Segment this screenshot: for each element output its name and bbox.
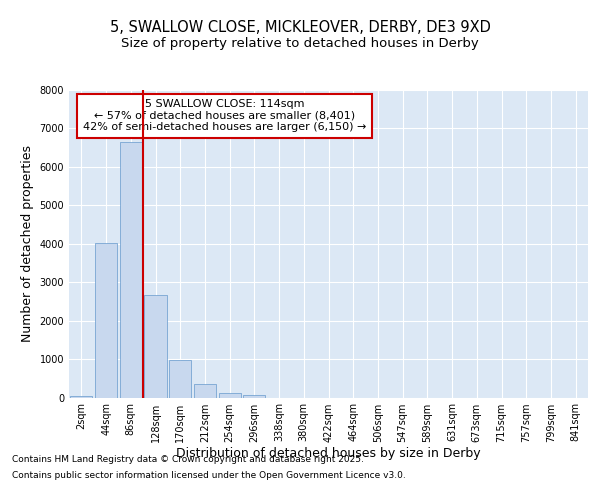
Bar xyxy=(119,142,142,398)
X-axis label: Distribution of detached houses by size in Derby: Distribution of detached houses by size … xyxy=(176,448,481,460)
Text: 5 SWALLOW CLOSE: 114sqm
← 57% of detached houses are smaller (8,401)
42% of semi: 5 SWALLOW CLOSE: 114sqm ← 57% of detache… xyxy=(83,99,367,132)
Text: 5, SWALLOW CLOSE, MICKLEOVER, DERBY, DE3 9XD: 5, SWALLOW CLOSE, MICKLEOVER, DERBY, DE3… xyxy=(110,20,490,35)
Text: Size of property relative to detached houses in Derby: Size of property relative to detached ho… xyxy=(121,38,479,51)
Y-axis label: Number of detached properties: Number of detached properties xyxy=(21,145,34,342)
Bar xyxy=(194,384,216,398)
Bar xyxy=(70,396,92,398)
Bar xyxy=(218,394,241,398)
Bar xyxy=(243,395,265,398)
Bar xyxy=(95,242,117,398)
Text: Contains HM Land Registry data © Crown copyright and database right 2025.: Contains HM Land Registry data © Crown c… xyxy=(12,455,364,464)
Bar xyxy=(145,296,167,398)
Text: Contains public sector information licensed under the Open Government Licence v3: Contains public sector information licen… xyxy=(12,471,406,480)
Bar xyxy=(169,360,191,398)
